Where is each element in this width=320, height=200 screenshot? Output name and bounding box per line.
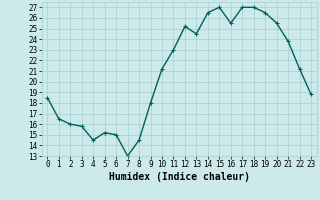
X-axis label: Humidex (Indice chaleur): Humidex (Indice chaleur) — [109, 172, 250, 182]
